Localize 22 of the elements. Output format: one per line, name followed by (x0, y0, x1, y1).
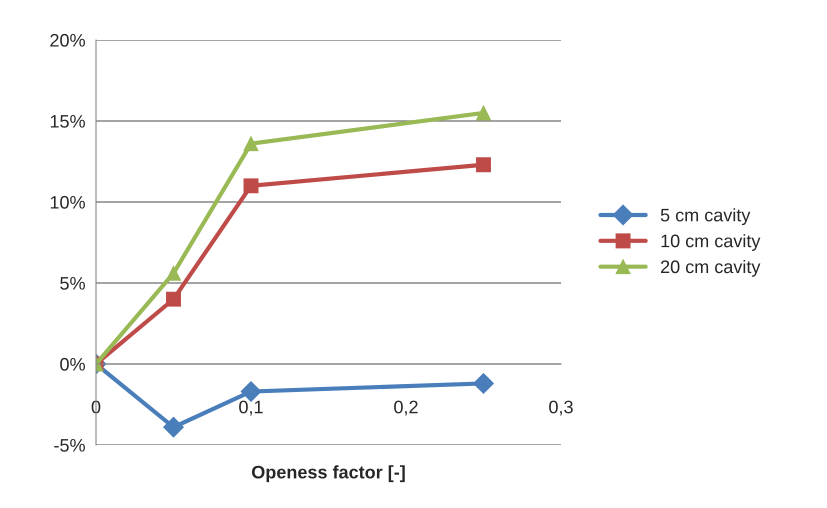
y-tick-label: 20% (50, 34, 85, 47)
x-tick-label: 0,2 (394, 400, 418, 416)
y-tick-label: -5% (54, 439, 85, 452)
y-tick-label: 15% (50, 115, 85, 128)
point (166, 292, 181, 307)
x-tick-label: 0,3 (549, 400, 573, 416)
point (244, 178, 258, 194)
legend-label: 20 cm cavity (660, 260, 760, 277)
legend-label: 5 cm cavity (660, 208, 750, 226)
point (244, 136, 258, 152)
point (476, 157, 491, 172)
point (163, 416, 184, 438)
y-tick-label: 10% (50, 196, 85, 209)
point (476, 105, 491, 120)
point (473, 373, 494, 394)
y-tick-label: 0% (60, 358, 85, 371)
point (166, 266, 181, 281)
point (240, 381, 262, 402)
legend-label: 10 cm cavity (661, 234, 760, 251)
y-tick-label: 5% (60, 277, 85, 290)
x-axis-title: Openess factor [-] (252, 465, 405, 482)
x-tick-label: 0,1 (239, 400, 263, 416)
